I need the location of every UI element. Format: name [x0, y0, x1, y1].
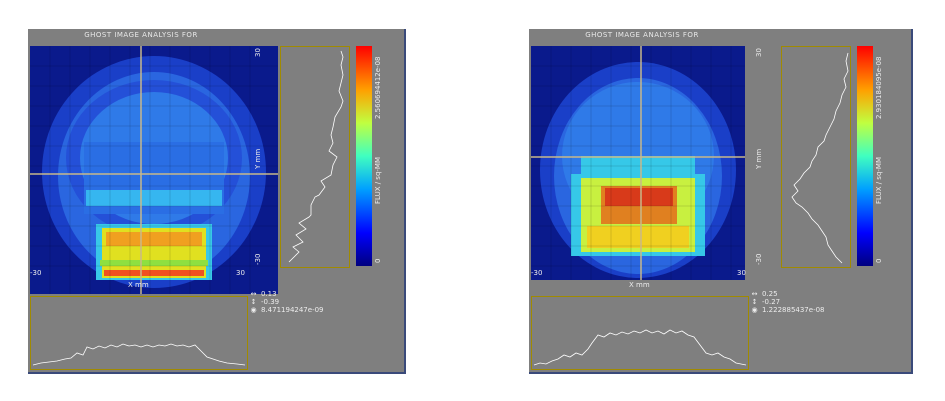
panel-title: GHOST IMAGE ANALYSIS FOR [585, 31, 699, 39]
horizontal-profile-line [32, 343, 246, 366]
x-axis-max-label: 30 [236, 269, 245, 277]
readout-y-value: -0.39 [261, 298, 280, 306]
plot-grid-overlay [30, 46, 278, 294]
y-axis-label: Y mm [755, 148, 763, 169]
plot-grid-overlay [531, 46, 745, 280]
vertical-profile-plot [781, 46, 851, 268]
flux-map-plot[interactable] [30, 46, 278, 294]
readout-y-value: -0.27 [762, 298, 781, 306]
vertical-profile-line [791, 52, 849, 264]
ghost-analysis-panel-1: GHOST IMAGE ANALYSIS FOR [28, 29, 406, 374]
colorbar [356, 46, 372, 266]
horizontal-profile-plot [30, 296, 248, 370]
colorbar-unit-label: FLUX / sq-MM [374, 156, 382, 204]
cursor-readout: ↔ 0.13 ↕ -0.39 ◉ 8.471194247e-09 [250, 290, 324, 314]
horizontal-arrow-icon: ↔ [250, 290, 257, 298]
y-axis-max-label: 30 [254, 48, 262, 57]
flux-map-image [30, 46, 278, 294]
readout-x-value: 0.25 [762, 290, 778, 298]
y-axis-min-label: -30 [755, 253, 763, 265]
y-axis-max-label: 30 [755, 48, 763, 57]
readout-value-row: ◉ 1.222885437e-08 [751, 306, 825, 314]
y-axis-min-label: -30 [254, 253, 262, 265]
readout-x-row: ↔ 0.25 [751, 290, 825, 298]
horizontal-profile-line [533, 329, 747, 366]
vertical-profile-plot [280, 46, 350, 268]
readout-flux-value: 1.222885437e-08 [762, 306, 825, 314]
colorbar-min-label: 0 [875, 258, 883, 263]
x-axis-label: X mm [128, 281, 149, 289]
vertical-profile-line [288, 50, 344, 263]
x-axis-min-label: -30 [30, 269, 42, 277]
colorbar-max-label: 2.930184095e-08 [875, 56, 883, 119]
colorbar-gradient [857, 46, 873, 266]
x-axis-label: X mm [629, 281, 650, 289]
colorbar-min-label: 0 [374, 258, 382, 263]
crosshair[interactable] [30, 46, 278, 294]
x-axis-max-label: 30 [737, 269, 746, 277]
y-axis-label: Y mm [254, 148, 262, 169]
target-icon: ◉ [751, 306, 758, 314]
target-icon: ◉ [250, 306, 257, 314]
vertical-arrow-icon: ↕ [250, 298, 257, 306]
ghost-analysis-panel-2: GHOST IMAGE ANALYSIS FOR [529, 29, 913, 374]
colorbar-unit-label: FLUX / sq-MM [875, 156, 883, 204]
readout-flux-value: 8.471194247e-09 [261, 306, 324, 314]
x-axis-min-label: -30 [531, 269, 543, 277]
readout-value-row: ◉ 8.471194247e-09 [250, 306, 324, 314]
crosshair[interactable] [531, 46, 745, 280]
colorbar-max-label: 2.560694412e-08 [374, 56, 382, 119]
horizontal-profile-plot [531, 296, 749, 370]
horizontal-arrow-icon: ↔ [751, 290, 758, 298]
readout-x-row: ↔ 0.13 [250, 290, 324, 298]
flux-map-plot[interactable] [531, 46, 745, 280]
readout-x-value: 0.13 [261, 290, 277, 298]
flux-map-image [531, 46, 745, 280]
colorbar-gradient [356, 46, 372, 266]
colorbar [857, 46, 873, 266]
vertical-arrow-icon: ↕ [751, 298, 758, 306]
cursor-readout: ↔ 0.25 ↕ -0.27 ◉ 1.222885437e-08 [751, 290, 825, 314]
readout-y-row: ↕ -0.39 [250, 298, 324, 306]
panel-title: GHOST IMAGE ANALYSIS FOR [84, 31, 198, 39]
readout-y-row: ↕ -0.27 [751, 298, 825, 306]
